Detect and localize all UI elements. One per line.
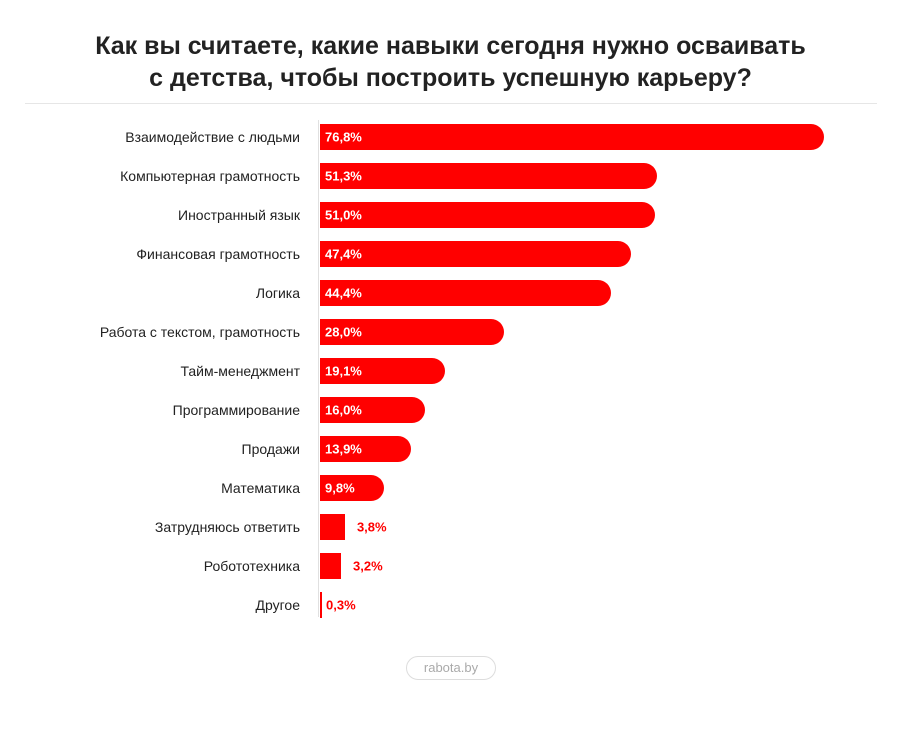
value-label: 3,8% <box>356 519 387 535</box>
divider <box>25 103 877 104</box>
category-label: Математика <box>221 480 300 496</box>
category-label: Компьютерная грамотность <box>120 168 300 184</box>
category-label: Робототехника <box>203 558 300 574</box>
value-label: 51,0% <box>325 207 362 223</box>
category-label: Другое <box>255 597 300 613</box>
bar <box>320 358 446 384</box>
category-label: Логика <box>255 285 300 301</box>
title-line-2: с детства, чтобы построить успешную карь… <box>149 64 752 92</box>
category-label: Тайм-менеджмент <box>180 363 300 379</box>
value-label: 44,4% <box>325 285 362 301</box>
bar <box>320 436 412 462</box>
category-label: Финансовая грамотность <box>136 246 300 262</box>
category-label: Программирование <box>172 402 300 418</box>
bar <box>320 475 385 501</box>
source-logo: rabota.by <box>406 656 496 680</box>
bar <box>320 319 504 345</box>
bar <box>320 280 612 306</box>
category-label: Взаимодействие с людьми <box>125 129 300 145</box>
value-label: 76,8% <box>325 129 362 145</box>
value-label: 13,9% <box>325 441 362 457</box>
value-label: 16,0% <box>325 402 362 418</box>
bar <box>320 124 824 150</box>
value-label: 0,3% <box>326 597 356 613</box>
category-label: Работа с текстом, грамотность <box>99 324 300 340</box>
title-line-1: Как вы считаете, какие навыки сегодня ну… <box>95 32 806 60</box>
value-label: 28,0% <box>325 324 362 340</box>
bar <box>320 241 632 267</box>
bar <box>320 553 341 579</box>
category-label: Затрудняюсь ответить <box>154 519 300 535</box>
bar <box>320 163 657 189</box>
bar <box>320 514 345 540</box>
chart-title: Как вы считаете, какие навыки сегодня ну… <box>0 30 901 94</box>
category-label: Иностранный язык <box>178 207 300 223</box>
bar <box>320 202 655 228</box>
category-label: Продажи <box>241 441 300 457</box>
value-label: 3,2% <box>353 558 383 574</box>
value-label: 9,8% <box>325 480 355 496</box>
value-label: 19,1% <box>325 363 362 379</box>
value-label: 51,3% <box>325 168 362 184</box>
value-label: 47,4% <box>325 246 362 262</box>
y-axis-line <box>318 120 319 617</box>
bar <box>320 397 425 423</box>
bar <box>320 592 322 618</box>
